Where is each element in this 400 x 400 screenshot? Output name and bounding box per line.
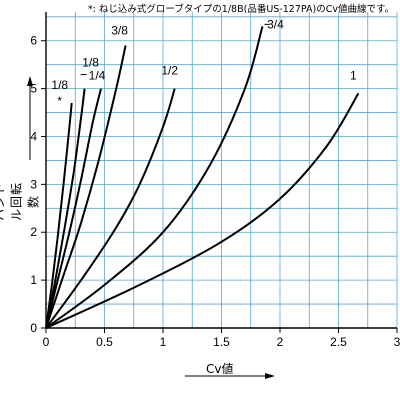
curve-1-8	[45, 88, 86, 329]
x-axis-arrowhead	[265, 373, 275, 379]
curve-1-8--	[45, 102, 73, 329]
series-label: 3/4	[267, 17, 284, 31]
x-axis-title: Cv値	[206, 360, 233, 377]
x-axis-title-text: Cv値	[206, 362, 234, 376]
y-tick-label: 2	[30, 225, 37, 239]
y-tick-label: 6	[30, 34, 37, 48]
x-tick-label: 0	[43, 335, 50, 349]
y-axis-arrowhead	[27, 76, 33, 86]
x-tick-label: 2	[277, 335, 284, 349]
curve-3-8	[45, 45, 127, 329]
series-label: 1/2	[161, 64, 178, 78]
series-label: 1/8	[51, 78, 68, 92]
x-tick-label: 3	[394, 335, 400, 349]
x-tick-label: 2.5	[330, 335, 347, 349]
curve-1-2	[45, 88, 176, 329]
x-tick-label: 1.5	[213, 335, 230, 349]
curve-1	[45, 92, 360, 329]
series-label: 1	[350, 68, 357, 82]
y-tick-label: 4	[30, 129, 37, 143]
y-tick-label: 5	[30, 82, 37, 96]
x-tick-label: 1	[160, 335, 167, 349]
curve-1-4	[45, 88, 102, 329]
curve-3-4	[45, 26, 264, 329]
x-tick-label: 0.5	[96, 335, 113, 349]
y-tick-label: 1	[30, 273, 37, 287]
series-label: 1/8	[82, 56, 99, 70]
series-label: 1/4	[89, 69, 106, 83]
series-label: *	[57, 94, 62, 108]
chart-note: *: ねじ込み式グローブタイプの1/8B(品番US-127PA)のCv値曲線です…	[87, 4, 394, 15]
series-label: 3/8	[111, 24, 128, 38]
y-tick-label: 3	[30, 177, 37, 191]
y-tick-label: 0	[30, 321, 37, 335]
